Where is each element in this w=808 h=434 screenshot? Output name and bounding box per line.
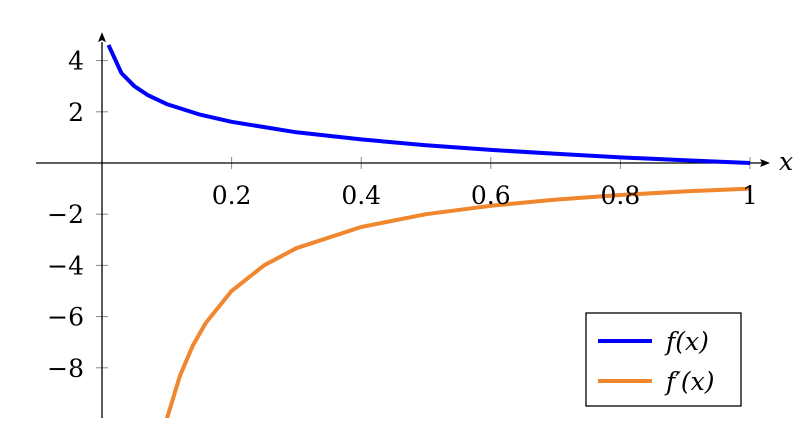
legend-label-fprime: f′(x) (664, 367, 715, 396)
series-line-f (106, 44, 751, 165)
y-tick-label: 4 (68, 47, 84, 76)
legend-label-f: f(x) (664, 327, 709, 356)
y-axis-arrowhead (98, 32, 106, 43)
y-tick-label: −8 (47, 354, 84, 383)
y-tick-label: −4 (47, 251, 84, 280)
y-tick-label: 2 (68, 98, 84, 127)
x-tick-label: 0.4 (341, 181, 381, 210)
series-line-fprime (165, 186, 751, 418)
x-tick-label: 0.2 (212, 181, 252, 210)
tick-labels: 0.2 0.4 0.6 0.8 1 4 2 −2 −4 −6 −8 (47, 47, 758, 383)
x-axis-label: x (779, 147, 793, 176)
series-lines (106, 44, 751, 418)
legend: f(x) f′(x) (585, 312, 742, 407)
x-tick-label: 0.8 (601, 181, 641, 210)
y-tick-label: −2 (47, 200, 84, 229)
axes: x (36, 32, 793, 418)
y-tick-label: −6 (47, 303, 84, 332)
x-tick-label: 1 (742, 181, 758, 210)
x-tick-label: 0.6 (471, 181, 511, 210)
legend-box (585, 312, 742, 407)
x-axis-arrowhead (760, 159, 770, 167)
